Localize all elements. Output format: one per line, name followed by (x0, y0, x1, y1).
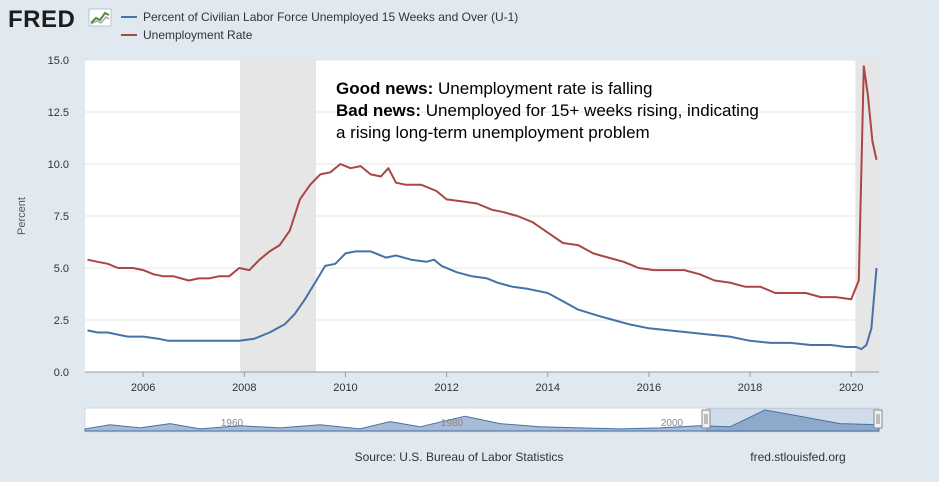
range-navigator[interactable]: 1960 1980 2000 (84, 407, 883, 433)
y-tick-label: 5.0 (54, 263, 69, 275)
legend-item-unrate[interactable]: Unemployment Rate (121, 28, 253, 42)
navigator-label-1980: 1980 (441, 418, 464, 429)
annotation-line-1: Good news: Unemployment rate is falling (336, 79, 653, 98)
x-tick-label: 2008 (232, 382, 256, 394)
legend-item-u1[interactable]: Percent of Civilian Labor Force Unemploy… (121, 10, 518, 24)
x-tick-label: 2018 (738, 382, 762, 394)
annotation-line-1-text: Unemployment rate is falling (433, 79, 652, 98)
navigator-handle-right[interactable] (873, 409, 883, 429)
x-tick-label: 2006 (131, 382, 155, 394)
fred-logo[interactable]: FRED (8, 6, 112, 33)
annotation: Good news: Unemployment rate is falling … (336, 79, 759, 142)
y-tick-label: 2.5 (54, 315, 69, 327)
annotation-line-2-bold: Bad news: (336, 101, 421, 120)
x-tick-label: 2020 (839, 382, 863, 394)
y-tick-label: 12.5 (48, 107, 69, 119)
x-tick-label: 2016 (637, 382, 661, 394)
x-tick-label: 2014 (536, 382, 560, 394)
x-tick-label: 2012 (434, 382, 458, 394)
annotation-line-2-text: Unemployed for 15+ weeks rising, indicat… (421, 101, 759, 120)
fred-logo-graph-icon (88, 8, 112, 27)
y-axis-label: Percent (16, 197, 28, 235)
annotation-line-3: a rising long-term unemployment problem (336, 123, 650, 142)
y-axis-ticks: 0.0 2.5 5.0 7.5 10.0 12.5 15.0 (48, 55, 69, 379)
navigator-overview-area (84, 409, 880, 432)
x-tick-label: 2010 (333, 382, 357, 394)
source-note: Source: U.S. Bureau of Labor Statistics (355, 450, 564, 464)
fred-logo-text: FRED (8, 6, 75, 33)
y-tick-label: 7.5 (54, 211, 69, 223)
legend-label-u1: Percent of Civilian Labor Force Unemploy… (143, 10, 518, 24)
series-line-unrate[interactable] (87, 65, 878, 301)
annotation-line-2: Bad news: Unemployed for 15+ weeks risin… (336, 101, 759, 120)
series-lines (87, 65, 878, 351)
navigator-selected-range[interactable] (706, 408, 879, 432)
fred-site-link[interactable]: fred.stlouisfed.org (750, 450, 845, 464)
y-tick-label: 10.0 (48, 159, 69, 171)
annotation-line-1-bold: Good news: (336, 79, 433, 98)
series-line-u1[interactable] (87, 250, 878, 351)
navigator-label-1960: 1960 (221, 418, 244, 429)
legend: Percent of Civilian Labor Force Unemploy… (121, 10, 518, 42)
y-tick-label: 0.0 (54, 367, 69, 379)
x-axis-ticks: 2006 2008 2010 2012 2014 2016 2018 2020 (85, 371, 879, 394)
legend-label-unrate: Unemployment Rate (143, 28, 253, 42)
y-tick-label: 15.0 (48, 55, 69, 67)
navigator-handle-left[interactable] (701, 409, 711, 429)
navigator-label-2000: 2000 (661, 418, 684, 429)
